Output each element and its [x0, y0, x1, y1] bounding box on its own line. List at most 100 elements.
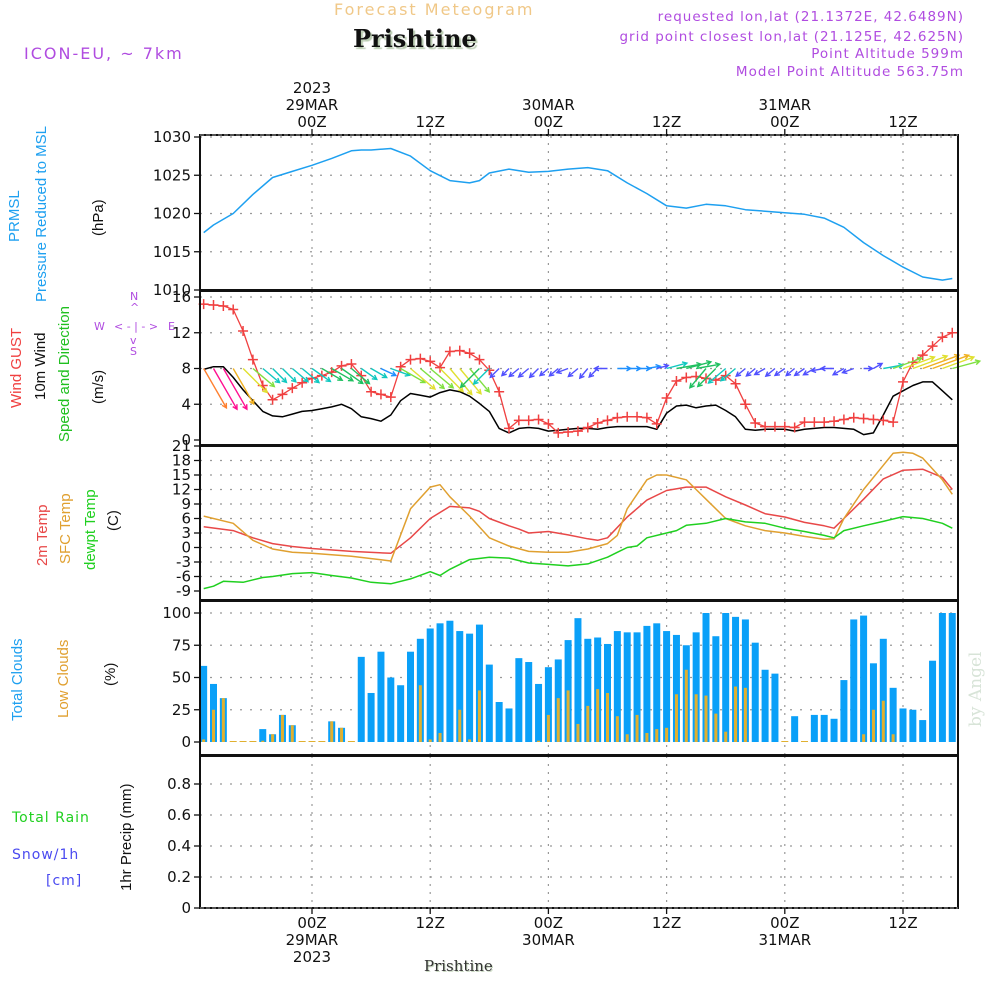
gust-point	[504, 423, 514, 434]
chart-title: Prishtine	[353, 24, 477, 53]
wind-arrow	[932, 353, 971, 370]
total-cloud-bar	[919, 720, 927, 742]
gust-point	[799, 417, 810, 428]
low-cloud-bar	[862, 734, 866, 742]
gust-point	[760, 421, 771, 432]
wind-arrow	[331, 367, 355, 382]
wind-arrow	[242, 368, 269, 394]
low-cloud-bar	[704, 695, 708, 742]
y-tick-label: 16	[172, 288, 191, 306]
compass-s: S	[130, 345, 137, 358]
series-sfc-temp	[203, 451, 953, 562]
gust-point	[494, 386, 505, 397]
wind-arrow	[252, 367, 276, 388]
wind-arrow	[517, 367, 530, 378]
compass-cross: < - | - >	[114, 320, 159, 333]
gust-point	[346, 359, 357, 370]
gust-point	[661, 392, 672, 403]
y-tick-label: 21	[172, 437, 191, 455]
wind-arrow	[380, 367, 398, 377]
total-cloud-bar	[623, 632, 631, 742]
total-cloud-bar	[495, 702, 503, 742]
y-tick-label: 0	[181, 431, 191, 449]
gust-point	[838, 414, 849, 425]
compass-w: W	[94, 320, 105, 333]
total-cloud-bar	[653, 623, 661, 742]
gust-point	[238, 325, 249, 336]
low-cloud-bar	[596, 689, 600, 742]
y-tick-label: 75	[172, 636, 191, 654]
wind-arrow	[567, 367, 579, 378]
total-cloud-bar	[357, 656, 365, 742]
total-cloud-bar	[229, 741, 237, 742]
y-tick-label: 0	[181, 539, 191, 557]
gust-point	[454, 345, 465, 356]
wind-arrow	[281, 368, 297, 383]
wind-arrow	[696, 368, 717, 388]
gust-point	[848, 412, 859, 423]
y-tick-label: 6	[181, 510, 191, 528]
gust-point	[868, 414, 879, 425]
gust-point	[523, 415, 534, 426]
total-cloud-bar	[466, 633, 474, 742]
snow-unit-label: [cm]	[46, 873, 83, 889]
wind-arrow	[341, 367, 364, 385]
wind-arrow	[912, 354, 949, 370]
low-cloud-bar	[586, 705, 590, 742]
gust-point	[671, 376, 682, 387]
total-cloud-bar	[387, 677, 395, 742]
wind-arrow	[707, 367, 727, 384]
total-cloud-bar	[505, 708, 513, 742]
total-cloud-bar	[732, 616, 740, 742]
gust-point	[651, 418, 662, 429]
gust-point	[927, 341, 938, 352]
panel-frame-temperature	[199, 445, 959, 601]
y-tick-label: -6	[176, 568, 191, 586]
wind-arrow	[841, 367, 855, 375]
total-cloud-bar	[643, 625, 651, 742]
low-cloud-bar	[428, 739, 432, 742]
low-cloud-bar	[625, 734, 629, 742]
top-axis-label: 12Z	[652, 113, 681, 131]
y-tick-label: 1010	[153, 281, 191, 299]
series-prmsl	[203, 147, 953, 281]
total-cloud-bar	[948, 613, 956, 742]
low-cloud-bar	[418, 685, 422, 742]
wind-arrow	[429, 367, 455, 389]
gust-point	[789, 422, 800, 433]
total-cloud-bar	[239, 741, 247, 742]
total-cloud-bar	[446, 620, 454, 742]
gust-point	[415, 353, 426, 364]
wind-arrow	[212, 368, 238, 411]
y-tick-label: 4	[181, 395, 191, 413]
wind-arrow	[819, 365, 834, 372]
wind-arrow	[489, 368, 500, 379]
total-cloud-bar	[397, 685, 405, 742]
watermark: by Angel	[966, 651, 986, 728]
footer-location: Prishtine	[424, 957, 493, 975]
top-axis-label: 00Z	[297, 113, 326, 131]
wind-arrow	[686, 360, 713, 370]
gust-point	[632, 411, 643, 422]
wind-arrow	[469, 368, 491, 394]
gust-point	[720, 370, 731, 381]
y-tick-label: 1020	[153, 205, 191, 223]
total-cloud-bar	[889, 687, 897, 742]
low-cloud-bar	[212, 709, 215, 742]
total-cloud-bar	[899, 708, 907, 742]
low-cloud-bar	[271, 734, 275, 742]
gust-point	[888, 417, 899, 428]
gust-point	[267, 394, 278, 405]
gust-point	[829, 416, 840, 427]
gust-point	[750, 418, 761, 429]
wind-arrow	[272, 368, 288, 384]
snow-label: Snow/1h	[12, 847, 80, 863]
y-tick-label: 18	[172, 452, 191, 470]
low-cloud-bar	[566, 690, 570, 742]
compass-down-arrow: v	[130, 334, 137, 347]
total-cloud-bar	[751, 642, 759, 742]
low-cloud-bar	[537, 740, 541, 742]
gust-point	[385, 392, 396, 403]
y-tick-label: 0.6	[167, 806, 191, 824]
wind-arrow	[500, 368, 510, 377]
